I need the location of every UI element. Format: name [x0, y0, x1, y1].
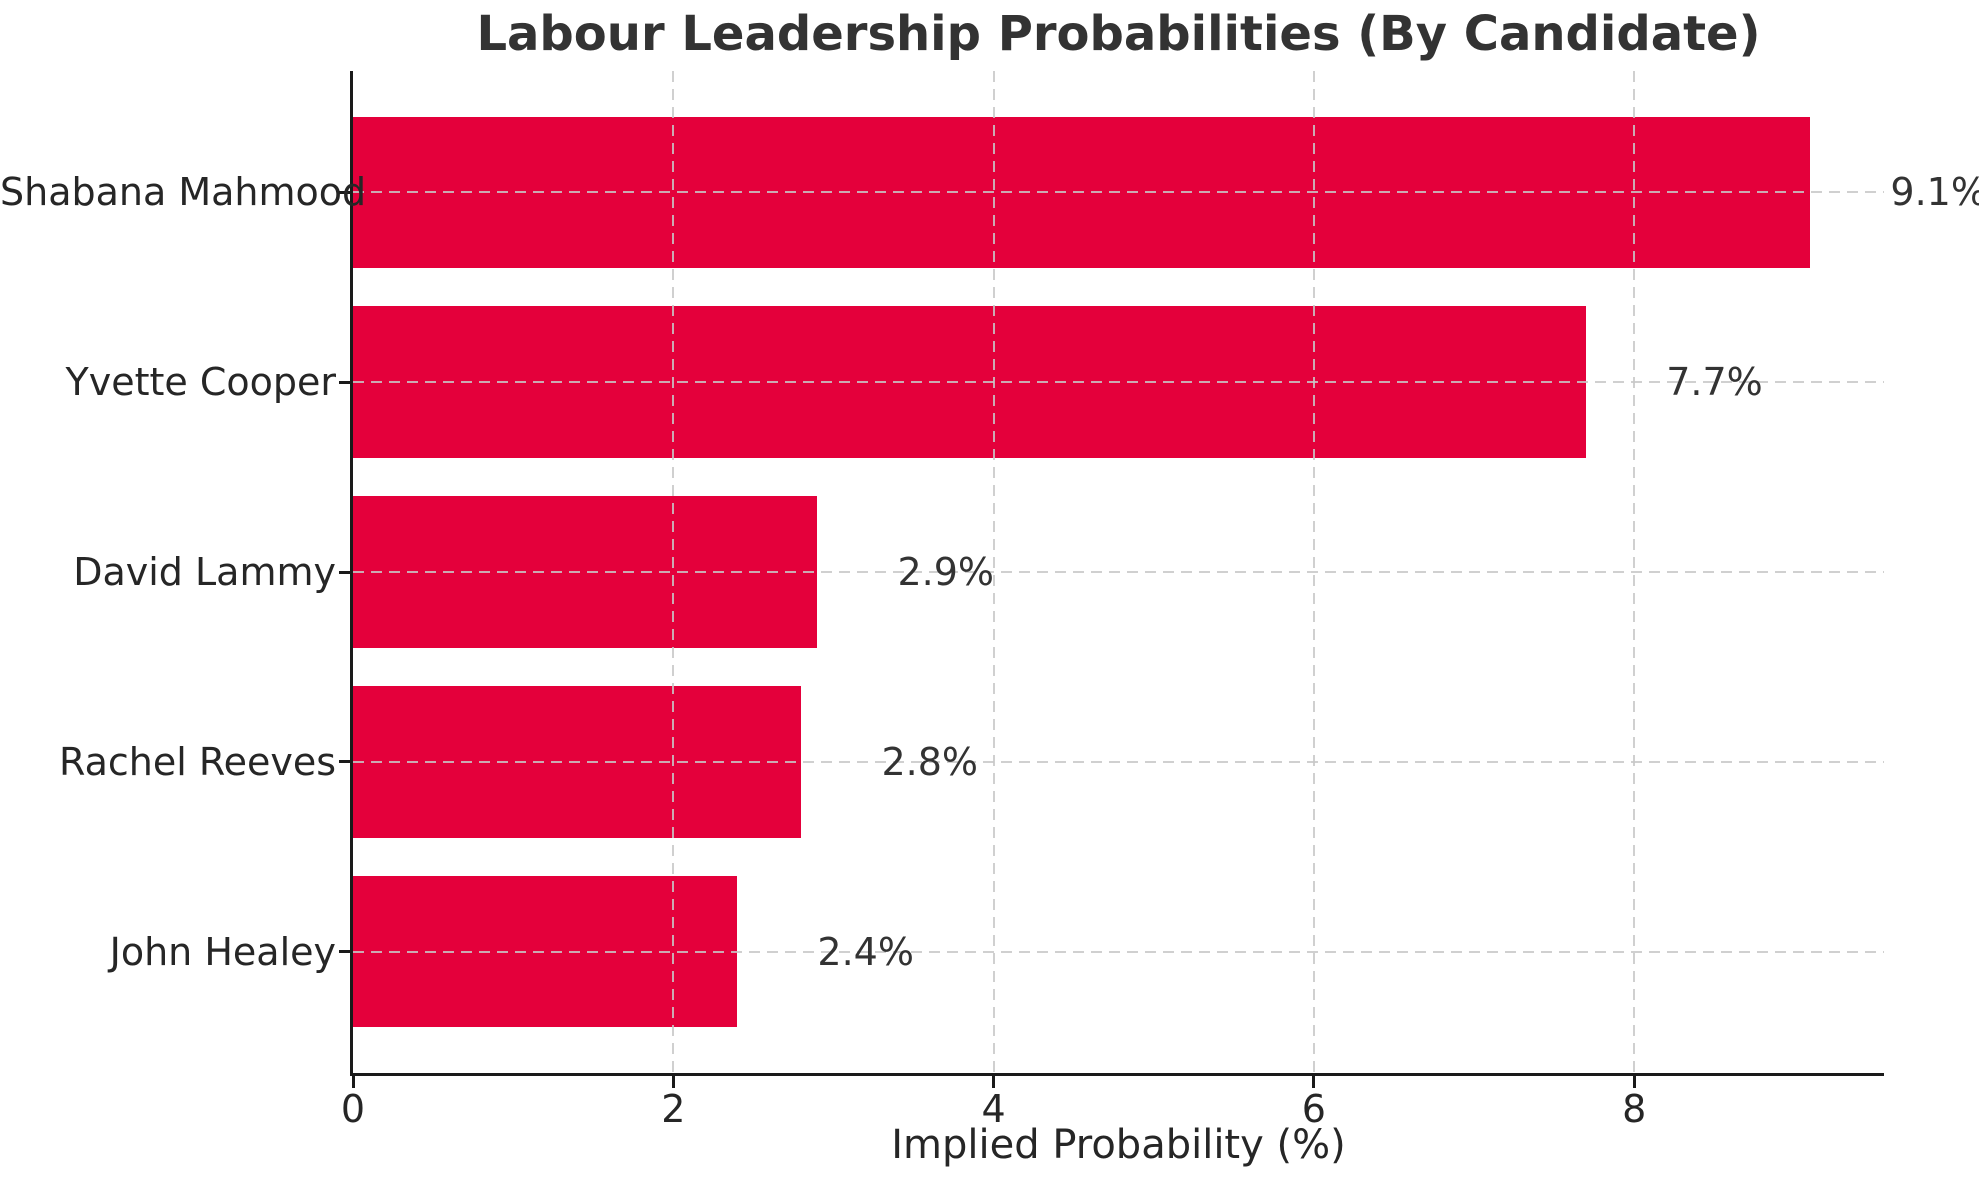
x-axis-label: Implied Probability (%)	[891, 1122, 1346, 1168]
x-tick-label: 0	[340, 1087, 366, 1131]
x-tick-label: 8	[1622, 1087, 1647, 1131]
y-tick-mark	[339, 760, 350, 764]
grid-line-horizontal	[353, 571, 1884, 573]
y-tick-mark	[339, 570, 350, 574]
grid-line-horizontal	[353, 381, 1884, 384]
value-label: 2.9%	[897, 550, 995, 594]
value-label: 7.7%	[1666, 360, 1763, 405]
value-label: 2.4%	[817, 929, 914, 974]
y-tick-mark	[339, 190, 350, 194]
grid-line-horizontal	[353, 191, 1884, 194]
x-tick-label: 2	[661, 1087, 686, 1131]
x-tick-mark	[1312, 1076, 1316, 1088]
y-axis-line	[350, 71, 353, 1076]
category-label: Shabana Mahmood	[0, 170, 367, 215]
grid-line-horizontal	[353, 760, 1884, 763]
category-label: Rachel Reeves	[59, 739, 336, 784]
x-tick-mark	[992, 1076, 996, 1088]
grid-line-horizontal	[353, 950, 1884, 953]
category-label: Yvette Cooper	[65, 360, 337, 405]
x-tick-mark	[1632, 1076, 1636, 1088]
x-tick-label: 4	[981, 1087, 1006, 1131]
y-tick-mark	[339, 380, 350, 384]
x-tick-mark	[671, 1076, 675, 1088]
value-label: 2.8%	[881, 739, 979, 784]
x-tick-label: 6	[1301, 1087, 1326, 1131]
category-label: John Healey	[109, 929, 336, 974]
value-label: 9.1%	[1890, 170, 1979, 215]
y-tick-mark	[339, 950, 350, 954]
x-axis-line	[350, 1073, 1884, 1076]
category-label: David Lammy	[73, 550, 336, 594]
chart-title: Labour Leadership Probabilities (By Cand…	[476, 6, 1761, 62]
x-tick-mark	[351, 1076, 355, 1088]
